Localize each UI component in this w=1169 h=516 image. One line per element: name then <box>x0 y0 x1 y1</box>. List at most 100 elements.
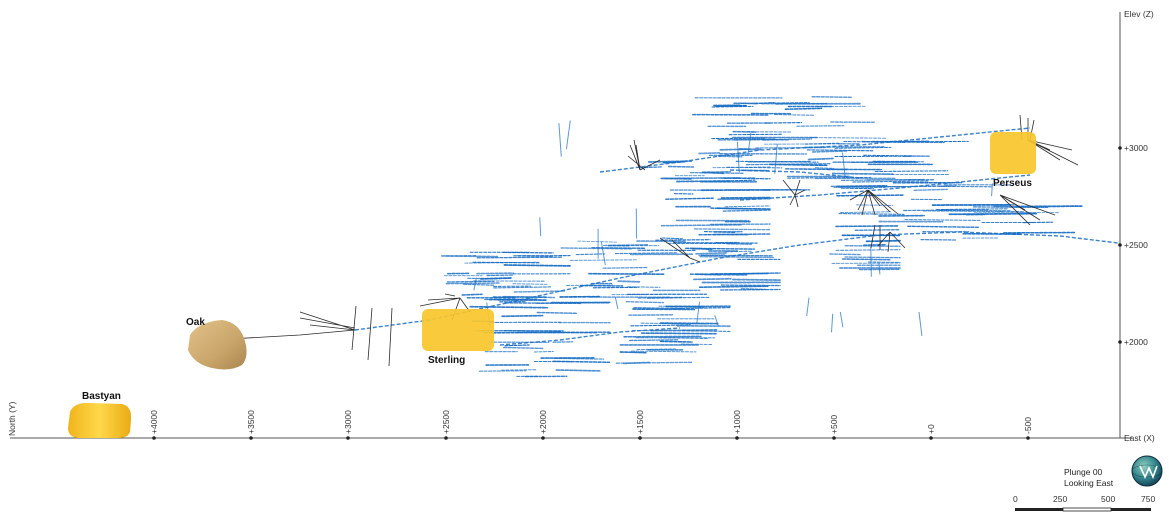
working-drive <box>807 157 834 161</box>
working-drive <box>852 180 930 183</box>
raise-connector <box>842 152 846 177</box>
working-drive <box>513 290 566 293</box>
plunge-text: Plunge 00 <box>1064 467 1103 477</box>
working-drive <box>948 212 1038 216</box>
elevation-tick-mark <box>1118 243 1122 247</box>
working-drive <box>804 142 840 145</box>
working-drive <box>726 242 753 245</box>
east-tick-mark <box>638 436 642 440</box>
working-drive <box>478 370 527 372</box>
working-drive <box>764 122 802 124</box>
looking-text: Looking East <box>1064 478 1114 488</box>
working-drive <box>694 273 748 276</box>
working-drive <box>874 170 949 173</box>
working-drive <box>907 225 980 228</box>
working-drive <box>665 197 714 200</box>
working-drive <box>486 274 514 277</box>
working-drive <box>631 350 697 353</box>
working-drive <box>840 187 874 190</box>
raise-connector <box>806 297 810 317</box>
east-axis-title: East (X) <box>1124 433 1155 443</box>
working-drive <box>698 233 771 236</box>
working-drive <box>844 244 901 248</box>
working-drive <box>659 340 693 343</box>
working-drive <box>628 339 680 342</box>
working-drive <box>811 95 853 99</box>
working-drive <box>617 280 641 283</box>
scale-bar-segment <box>1111 508 1151 511</box>
working-drive <box>806 149 874 152</box>
scale-label: 750 <box>1141 494 1155 504</box>
working-drive <box>504 302 582 305</box>
working-drive <box>810 137 887 139</box>
working-drive <box>639 166 663 169</box>
east-tick-label: +3500 <box>246 410 256 434</box>
working-drive <box>904 219 982 221</box>
working-drive <box>502 346 544 350</box>
decline-ramp <box>499 327 681 346</box>
working-drive <box>614 252 677 255</box>
working-drive <box>913 188 948 192</box>
working-drive <box>592 286 640 289</box>
elevation-axis-ticks: +3000 +2500 +2000 <box>1118 143 1148 347</box>
view-orientation-caption: Plunge 00 Looking East <box>1064 467 1113 489</box>
working-drive <box>867 261 901 264</box>
working-drive <box>569 259 637 261</box>
working-drive <box>796 125 845 127</box>
working-drive <box>733 138 813 141</box>
east-tick-label: +4000 <box>149 410 159 434</box>
working-drive <box>502 251 554 254</box>
working-drive <box>619 351 648 354</box>
scale-bar-segment <box>1015 508 1063 511</box>
raise-connector <box>878 263 881 275</box>
working-drive <box>500 369 538 371</box>
working-drive <box>622 361 652 365</box>
working-drive <box>461 293 483 296</box>
working-drive <box>501 314 544 318</box>
elevation-axis-title: Elev (Z) <box>1124 9 1154 19</box>
raise-connector <box>565 120 571 150</box>
east-tick-mark <box>346 436 350 440</box>
east-tick-mark <box>444 436 448 440</box>
working-drive <box>1015 205 1082 208</box>
working-drive <box>835 225 899 228</box>
underground-workings <box>354 95 1119 378</box>
east-tick-label: +1000 <box>732 410 742 434</box>
raise-connector <box>918 311 923 336</box>
raise-connector <box>831 313 834 333</box>
east-tick-label: +2000 <box>538 410 548 434</box>
east-tick-mark <box>1026 436 1030 440</box>
working-drive <box>640 332 717 335</box>
elevation-tick-mark <box>1118 146 1122 150</box>
working-drive <box>844 256 901 259</box>
working-drive <box>467 277 498 280</box>
working-drive <box>446 280 495 283</box>
working-drive <box>591 247 646 250</box>
working-drive <box>555 369 602 372</box>
view-orientation-globe-icon[interactable] <box>1131 455 1163 487</box>
elevation-tick-label: +2000 <box>1124 337 1148 347</box>
working-drive <box>640 322 706 325</box>
east-tick-mark <box>929 436 933 440</box>
elevation-tick-label: +3000 <box>1124 143 1148 153</box>
working-drive <box>745 163 831 166</box>
working-drive <box>695 252 728 255</box>
working-drive <box>663 177 741 180</box>
working-drive <box>854 229 901 231</box>
working-drive <box>630 324 691 327</box>
working-drive <box>676 180 732 183</box>
raise-connector <box>696 301 701 324</box>
working-drive <box>655 239 711 241</box>
perseus-label: Perseus <box>993 178 1032 189</box>
decline-ramp <box>599 127 1031 173</box>
elevation-tick-label: +2500 <box>1124 240 1148 250</box>
working-drive <box>834 146 892 149</box>
perseus-orebody <box>990 132 1036 174</box>
working-drive <box>841 258 891 261</box>
working-drive <box>553 357 605 360</box>
east-tick-mark <box>541 436 545 440</box>
east-tick-mark <box>249 436 253 440</box>
working-drive <box>698 152 721 155</box>
working-drive <box>811 150 848 153</box>
working-drive <box>815 167 835 169</box>
